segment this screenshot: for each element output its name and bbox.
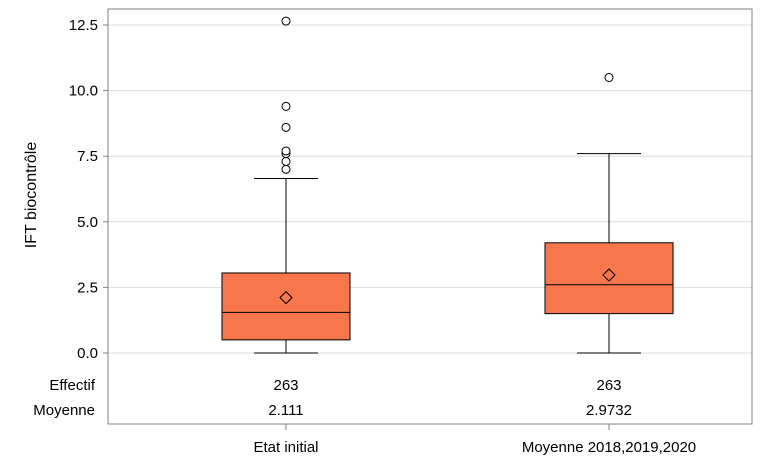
x-tick-label: Moyenne 2018,2019,2020 — [522, 439, 696, 456]
stats-row-label: Effectif — [49, 377, 95, 394]
stats-table: Effectif 263 263 Moyenne 2.111 2.9732 — [33, 377, 632, 419]
y-axis-title: IFT biocontrôle — [23, 142, 40, 249]
y-axis: 0.0 2.5 5.0 7.5 10.0 12.5 — [69, 17, 108, 362]
y-tick-label: 2.5 — [77, 279, 98, 296]
x-axis: Etat initial Moyenne 2018,2019,2020 — [253, 424, 696, 456]
stats-cell: 2.9732 — [586, 402, 632, 419]
outlier-point — [281, 146, 291, 156]
mean-marker — [279, 290, 293, 305]
stats-cell: 2.111 — [268, 402, 303, 419]
box-1 — [221, 16, 351, 354]
iqr-box — [221, 272, 351, 341]
outlier-point — [281, 156, 291, 166]
y-tick-label: 12.5 — [69, 17, 98, 34]
outlier-point — [281, 122, 291, 132]
outlier-point — [281, 164, 291, 174]
grid-lines — [108, 24, 752, 354]
x-tick-label: Etat initial — [253, 439, 318, 456]
stats-cell: 263 — [273, 377, 298, 394]
box-2 — [544, 72, 674, 354]
stats-cell: 263 — [596, 377, 621, 394]
plot-frame — [107, 8, 753, 425]
outlier-point — [281, 101, 291, 111]
stats-row-label: Moyenne — [33, 402, 95, 419]
outlier-point — [604, 72, 614, 82]
y-tick-label: 0.0 — [77, 345, 98, 362]
y-tick-label: 5.0 — [77, 214, 98, 231]
iqr-box — [544, 242, 674, 315]
y-tick-label: 10.0 — [69, 83, 98, 100]
boxes — [221, 16, 674, 354]
y-tick-label: 7.5 — [77, 148, 98, 165]
outlier-point — [281, 16, 291, 26]
mean-marker — [602, 268, 616, 282]
